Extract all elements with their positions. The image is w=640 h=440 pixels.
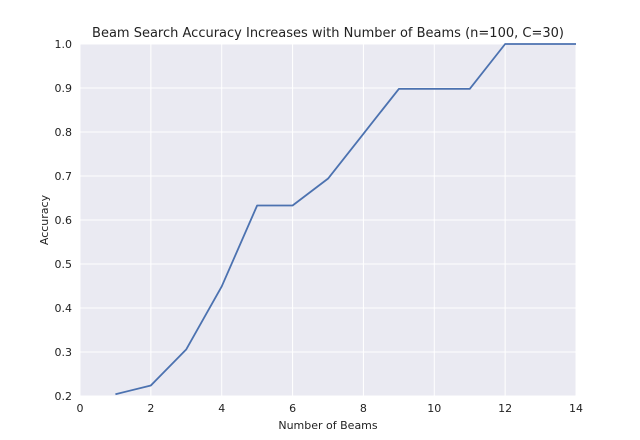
y-tick-label: 0.4 [55,302,73,315]
grid-lines [79,43,577,397]
series-group [115,43,576,396]
x-tick-label: 6 [289,402,296,415]
x-tick-label: 0 [77,402,84,415]
y-tick-label: 0.3 [55,346,73,359]
y-tick-label: 0.9 [55,82,73,95]
x-tick-label: 8 [360,402,367,415]
x-tick-labels: 0 2 4 6 8 10 12 14 [77,402,584,415]
y-tick-label: 0.5 [55,258,73,271]
y-tick-label: 1.0 [55,38,73,51]
y-tick-label: 0.2 [55,390,73,403]
x-axis-title: Number of Beams [278,419,378,432]
chart-title: Beam Search Accuracy Increases with Numb… [92,26,564,41]
y-tick-label: 0.6 [55,214,73,227]
y-tick-label: 0.7 [55,170,73,183]
y-tick-label: 0.8 [55,126,73,139]
y-tick-labels: 0.2 0.3 0.4 0.5 0.6 0.7 0.8 0.9 1.0 [55,38,73,403]
x-tick-label: 10 [427,402,441,415]
x-tick-label: 14 [569,402,583,415]
series-line [115,43,576,396]
x-tick-label: 4 [218,402,225,415]
y-axis-title: Accuracy [38,194,51,245]
x-tick-label: 2 [147,402,154,415]
x-tick-label: 12 [498,402,512,415]
